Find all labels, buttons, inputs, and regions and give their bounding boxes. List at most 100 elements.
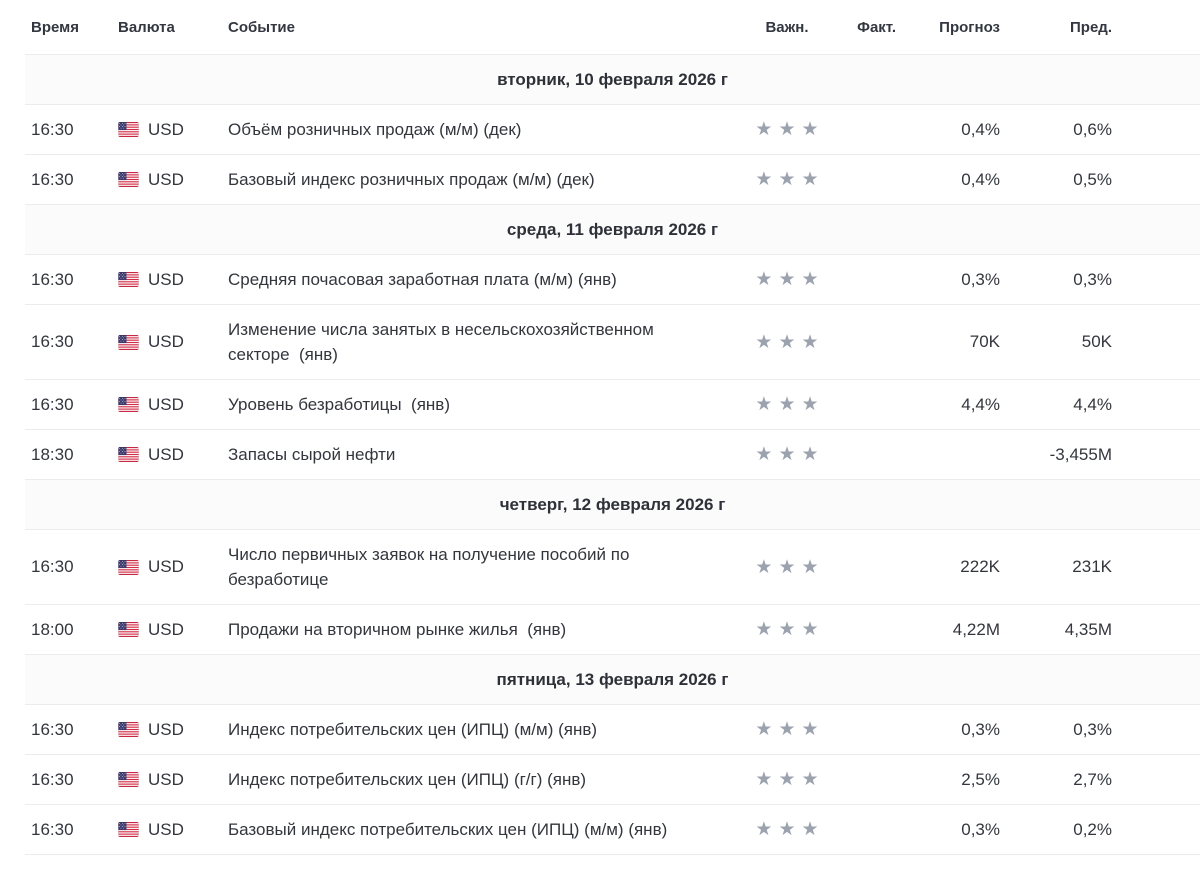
event-currency: USD <box>118 445 228 465</box>
date-label: среда, 11 февраля 2026 г <box>506 219 719 239</box>
event-row[interactable]: 18:30 <box>25 430 1200 480</box>
star-icon: ★ <box>778 119 796 140</box>
importance-stars: ★ ★ ★ <box>740 558 834 577</box>
previous-value: 231K <box>1072 557 1112 576</box>
currency-code: USD <box>148 719 184 739</box>
event-row[interactable]: 16:30 <box>25 380 1200 430</box>
event-name[interactable]: Объём розничных продаж (м/м) (дек) <box>228 120 522 139</box>
event-row[interactable]: 18:00 <box>25 605 1200 655</box>
column-header-currency: Валюта <box>118 18 175 36</box>
event-row[interactable]: 16:30 <box>25 155 1200 205</box>
us-flag-icon <box>118 722 139 737</box>
event-row[interactable]: 16:30 <box>25 305 1200 380</box>
forecast-value: 0,4% <box>961 169 1000 189</box>
currency-code: USD <box>148 332 184 351</box>
event-name[interactable]: Запасы сырой нефти <box>228 445 396 464</box>
us-flag-icon <box>118 622 139 637</box>
star-icon: ★ <box>801 331 819 353</box>
currency-code: USD <box>148 819 184 839</box>
event-name[interactable]: Число первичных заявок на получение посо… <box>228 545 630 589</box>
event-time: 16:30 <box>31 719 74 739</box>
currency-code: USD <box>148 557 184 576</box>
event-time: 18:30 <box>31 444 74 464</box>
day-rows: 16:30 <box>25 530 1200 655</box>
importance-stars: ★ ★ ★ <box>740 445 834 464</box>
previous-value: 4,4% <box>1073 394 1112 414</box>
currency-code: USD <box>148 269 184 289</box>
star-icon: ★ <box>778 619 796 640</box>
star-icon: ★ <box>755 119 773 140</box>
us-flag-icon <box>118 397 139 412</box>
star-icon: ★ <box>755 819 773 840</box>
date-label: вторник, 10 февраля 2026 г <box>497 69 728 89</box>
currency-code: USD <box>148 619 184 639</box>
event-row[interactable]: 16:30 <box>25 755 1200 805</box>
star-icon: ★ <box>755 719 773 740</box>
column-header-time: Время <box>31 18 79 36</box>
day-rows: 16:30 <box>25 255 1200 480</box>
event-time: 16:30 <box>31 269 74 289</box>
event-name[interactable]: Индекс потребительских цен (ИПЦ) (м/м) (… <box>228 720 598 739</box>
star-icon: ★ <box>778 169 796 190</box>
economic-calendar-table: Время Валюта Событие Важн. Факт. Прогноз… <box>25 0 1200 855</box>
column-header-importance: Важн. <box>765 18 809 36</box>
star-icon: ★ <box>778 719 796 740</box>
us-flag-icon <box>118 772 139 787</box>
importance-stars: ★ ★ ★ <box>740 170 834 189</box>
event-name[interactable]: Индекс потребительских цен (ИПЦ) (г/г) (… <box>228 770 587 789</box>
event-name[interactable]: Продажи на вторичном рынке жилья (янв) <box>228 620 567 639</box>
us-flag-icon <box>118 447 139 462</box>
column-header-forecast: Прогноз <box>939 18 1000 36</box>
event-row[interactable]: 16:30 <box>25 805 1200 855</box>
event-name[interactable]: Базовый индекс розничных продаж (м/м) (д… <box>228 170 595 189</box>
star-icon: ★ <box>778 331 796 353</box>
currency-code: USD <box>148 444 184 464</box>
forecast-value: 222K <box>960 557 1000 576</box>
event-time: 16:30 <box>31 769 74 789</box>
star-icon: ★ <box>801 394 819 415</box>
star-icon: ★ <box>778 444 796 465</box>
event-row[interactable]: 16:30 <box>25 105 1200 155</box>
event-name[interactable]: Средняя почасовая заработная плата (м/м)… <box>228 270 617 289</box>
currency-code: USD <box>148 394 184 414</box>
importance-stars: ★ ★ ★ <box>740 270 834 289</box>
event-currency: USD <box>118 170 228 190</box>
event-currency: USD <box>118 270 228 290</box>
star-icon: ★ <box>755 394 773 415</box>
event-time: 18:00 <box>31 619 74 639</box>
event-name[interactable]: Базовый индекс потребительских цен (ИПЦ)… <box>228 820 668 839</box>
importance-stars: ★ ★ ★ <box>740 720 834 739</box>
event-name[interactable]: Изменение числа занятых в несельскохозяй… <box>228 320 654 364</box>
event-name[interactable]: Уровень безработицы (янв) <box>228 395 450 414</box>
importance-stars: ★ ★ ★ <box>740 333 834 352</box>
forecast-value: 0,3% <box>961 269 1000 289</box>
event-time: 16:30 <box>31 819 74 839</box>
star-icon: ★ <box>755 269 773 290</box>
star-icon: ★ <box>778 394 796 415</box>
previous-value: 0,3% <box>1073 719 1112 739</box>
importance-stars: ★ ★ ★ <box>740 395 834 414</box>
date-separator-row: пятница, 13 февраля 2026 г <box>25 655 1200 705</box>
forecast-value: 0,4% <box>961 119 1000 139</box>
star-icon: ★ <box>801 769 819 790</box>
date-label: пятница, 13 февраля 2026 г <box>496 669 729 689</box>
forecast-value: 4,4% <box>961 394 1000 414</box>
currency-code: USD <box>148 769 184 789</box>
day-rows: 16:30 <box>25 705 1200 855</box>
star-icon: ★ <box>755 331 773 353</box>
event-row[interactable]: 16:30 <box>25 705 1200 755</box>
us-flag-icon <box>118 122 139 137</box>
us-flag-icon <box>118 559 139 575</box>
event-row[interactable]: 16:30 <box>25 255 1200 305</box>
event-row[interactable]: 16:30 <box>25 530 1200 605</box>
day-rows: 16:30 <box>25 105 1200 205</box>
us-flag-icon <box>118 822 139 837</box>
day-section: среда, 11 февраля 2026 г 16:30 <box>25 205 1200 480</box>
day-section: вторник, 10 февраля 2026 г 16:30 <box>25 55 1200 205</box>
day-section: пятница, 13 февраля 2026 г 16:30 <box>25 655 1200 855</box>
column-header-event: Событие <box>228 18 295 36</box>
previous-value: -3,455M <box>1049 444 1112 464</box>
event-time: 16:30 <box>31 557 74 576</box>
star-icon: ★ <box>801 619 819 640</box>
date-label: четверг, 12 февраля 2026 г <box>499 494 726 514</box>
